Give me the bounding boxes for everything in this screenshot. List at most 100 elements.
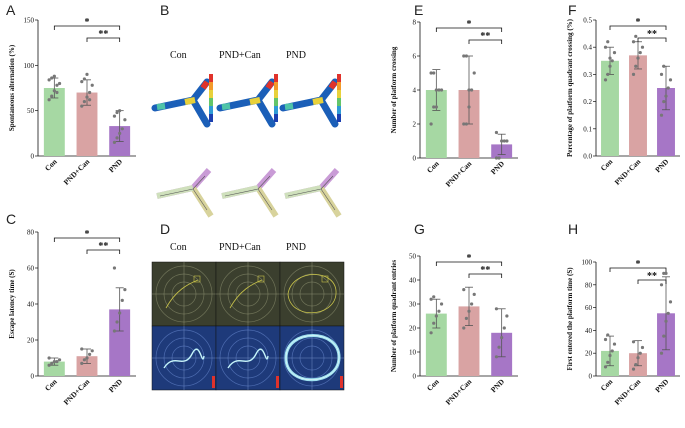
data-point xyxy=(112,266,117,270)
data-point xyxy=(82,358,86,362)
category-label: PND+Can xyxy=(62,376,92,406)
maze-arm xyxy=(156,185,194,199)
data-point xyxy=(55,90,59,95)
data-point xyxy=(47,363,51,367)
data-point xyxy=(118,131,122,135)
data-point xyxy=(50,94,54,98)
category-label: PND+Can xyxy=(62,156,92,186)
data-point xyxy=(662,271,666,275)
ymaze-heatmap xyxy=(279,78,339,128)
category-label: PND xyxy=(489,159,507,177)
chart-h: 0 20 40 60 80 100 First entered the platform t… xyxy=(566,259,680,407)
heat-spot xyxy=(284,103,294,110)
data-point xyxy=(638,351,642,355)
y-tick-label: 0.4 xyxy=(583,44,592,52)
significance-label: ** xyxy=(98,241,108,252)
category-label: Con xyxy=(599,156,615,172)
bar-con xyxy=(425,313,447,376)
data-point xyxy=(666,311,670,315)
y-tick-label: 50 xyxy=(27,107,35,115)
data-point xyxy=(638,51,642,55)
data-point xyxy=(85,356,89,360)
data-point xyxy=(606,360,610,364)
y-tick-label: 8 xyxy=(413,19,417,27)
maze-arm xyxy=(221,185,259,199)
data-point xyxy=(434,105,438,109)
panel-d-watermaze: Con PND+Can PND xyxy=(151,242,345,391)
panel-letter-c: C xyxy=(6,211,16,227)
data-point xyxy=(80,80,84,84)
colorbar-segment xyxy=(209,82,213,90)
colorbar-segment xyxy=(337,74,341,82)
significance-bracket xyxy=(609,25,667,30)
data-point xyxy=(470,302,474,306)
panel-letter-b: B xyxy=(160,2,169,18)
colorbar-segment xyxy=(337,98,341,106)
data-point xyxy=(603,78,608,82)
data-point xyxy=(608,56,612,60)
platform-marker xyxy=(193,275,201,283)
data-point xyxy=(603,45,608,49)
data-point xyxy=(429,331,433,335)
maze-arm xyxy=(279,78,339,128)
colorbar-segment xyxy=(274,98,278,106)
data-point xyxy=(640,45,645,49)
data-point xyxy=(659,283,664,287)
data-point xyxy=(659,351,664,355)
data-point xyxy=(608,353,612,358)
y-axis-label: Spontaneous alternation (%) xyxy=(8,44,16,131)
y-tick-label: 0.2 xyxy=(583,98,592,106)
data-point xyxy=(55,83,59,87)
data-point xyxy=(434,88,438,92)
y-tick-label: 20 xyxy=(409,325,417,333)
significance-bracket xyxy=(86,249,121,254)
data-point xyxy=(494,307,499,311)
y-tick-label: 0 xyxy=(589,373,593,381)
data-point xyxy=(55,360,59,364)
significance-label: ** xyxy=(647,29,657,40)
bar-pnd xyxy=(657,88,675,156)
y-tick-label: 2 xyxy=(413,121,417,129)
y-tick-label: 0 xyxy=(413,373,417,381)
significance-label: * xyxy=(467,253,472,264)
category-label: Con xyxy=(599,376,615,392)
data-point xyxy=(118,311,122,315)
watermaze-heatmap xyxy=(215,325,281,391)
data-point xyxy=(464,54,468,58)
heat-spot xyxy=(156,103,166,110)
data-point xyxy=(606,40,610,44)
heat-spot xyxy=(221,103,231,110)
y-tick-label: 60 xyxy=(27,265,35,273)
data-point xyxy=(432,71,436,75)
significance-bracket xyxy=(435,261,503,266)
data-point xyxy=(603,365,608,369)
panel-letter-h: H xyxy=(568,221,578,237)
maze-label-pnd: PND xyxy=(286,50,306,61)
watermaze-trace xyxy=(215,261,281,327)
data-point xyxy=(497,345,501,349)
maze-arm xyxy=(216,78,276,128)
data-point xyxy=(437,88,441,92)
data-point xyxy=(603,337,608,342)
y-tick-label: 80 xyxy=(27,229,35,237)
data-point xyxy=(631,367,636,371)
panel-b-ymaze: Con PND+Can PND xyxy=(151,50,342,218)
y-tick-label: 0 xyxy=(31,373,35,381)
data-point xyxy=(47,98,51,102)
y-tick-label: 20 xyxy=(585,350,593,358)
category-label: PND xyxy=(653,377,671,395)
data-point xyxy=(636,356,640,360)
swim-heat-core xyxy=(227,349,269,369)
category-label: PND+Can xyxy=(444,158,474,188)
data-point xyxy=(429,71,433,75)
y-tick-label: 150 xyxy=(24,17,35,25)
y-axis-label: Escape latency time (S) xyxy=(8,269,16,339)
significance-bracket xyxy=(609,267,667,272)
data-point xyxy=(505,314,509,318)
y-tick-label: 4 xyxy=(413,87,417,95)
data-point xyxy=(606,72,610,76)
colorbar-segment xyxy=(274,74,278,82)
category-label: Con xyxy=(43,156,59,172)
data-point xyxy=(505,139,509,143)
